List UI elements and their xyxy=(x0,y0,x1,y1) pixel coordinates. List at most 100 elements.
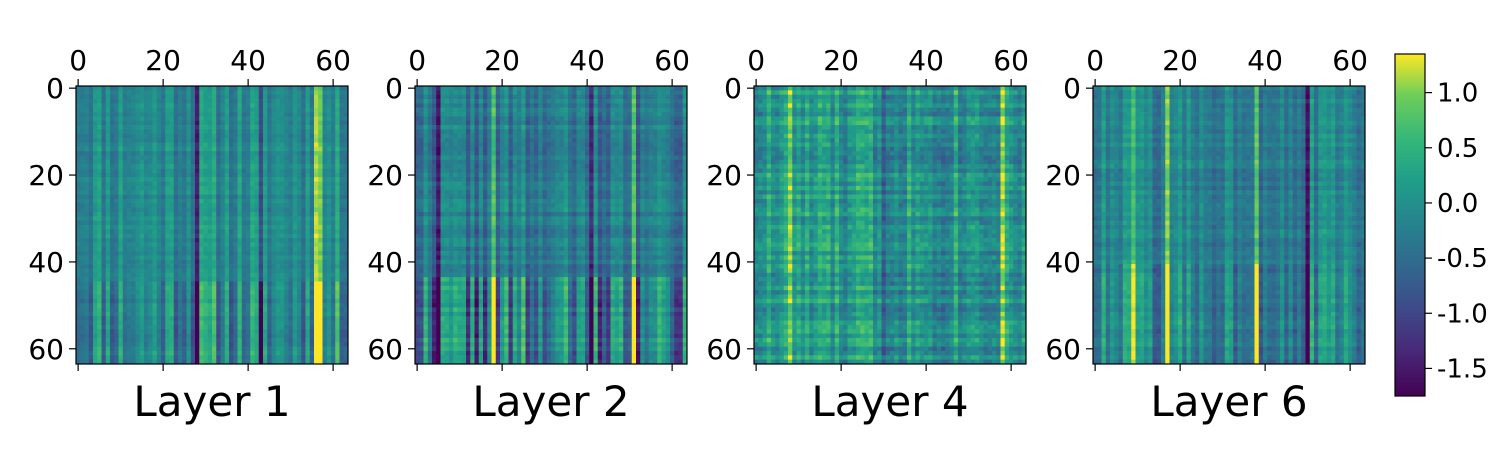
heatmap-cell xyxy=(661,133,667,139)
heatmap-cell xyxy=(280,333,285,339)
heatmap-cell xyxy=(80,190,85,195)
heatmap-cell xyxy=(101,238,107,243)
heatmap-cell xyxy=(284,238,289,243)
heatmap-cell xyxy=(254,86,260,91)
heatmap-cell xyxy=(258,333,264,339)
heatmap-cell xyxy=(216,99,221,104)
heatmap-cell xyxy=(305,342,311,347)
heatmap-cell xyxy=(178,159,183,165)
heatmap-cell xyxy=(331,277,336,282)
heatmap-cell xyxy=(199,138,204,143)
heatmap-cell xyxy=(246,90,251,96)
heatmap-cell xyxy=(250,259,255,265)
heatmap-cell xyxy=(152,225,158,230)
heatmap-cell xyxy=(241,99,247,104)
heatmap-cell xyxy=(93,138,98,143)
heatmap-cell xyxy=(233,324,238,330)
heatmap-cell xyxy=(207,281,213,287)
heatmap-cell xyxy=(80,120,85,126)
heatmap-cell xyxy=(322,320,328,326)
heatmap-cell xyxy=(343,90,349,96)
heatmap-cell xyxy=(178,94,183,100)
heatmap-cell xyxy=(173,307,179,313)
heatmap-cell xyxy=(288,233,294,239)
heatmap-cell xyxy=(144,294,149,300)
heatmap-cell xyxy=(280,307,285,313)
heatmap-cell xyxy=(190,181,196,187)
heatmap-cell xyxy=(292,285,298,291)
heatmap-cell xyxy=(203,281,209,287)
heatmap-cell xyxy=(173,168,179,174)
heatmap-cell xyxy=(551,129,556,135)
heatmap-cell xyxy=(199,233,204,239)
heatmap-cell xyxy=(301,90,306,96)
heatmap-cell xyxy=(284,355,289,360)
heatmap-cell xyxy=(152,298,158,304)
heatmap-cell xyxy=(309,94,315,100)
heatmap-cell xyxy=(224,238,230,243)
heatmap-cell xyxy=(122,94,128,100)
heatmap-cell xyxy=(148,181,153,187)
heatmap-cell xyxy=(449,90,454,96)
heatmap-cell xyxy=(114,203,119,208)
heatmap-cell xyxy=(292,142,298,148)
heatmap-cell xyxy=(258,268,264,274)
heatmap-cell xyxy=(199,337,204,343)
heatmap-cell xyxy=(152,181,158,187)
heatmap-cell xyxy=(271,277,277,282)
heatmap-cell xyxy=(500,86,505,91)
heatmap-cell xyxy=(216,277,221,282)
heatmap-cell xyxy=(237,129,243,135)
heatmap-cell xyxy=(271,203,277,208)
heatmap-cell xyxy=(305,285,311,291)
heatmap-cell xyxy=(203,90,209,96)
heatmap-cell xyxy=(156,103,162,109)
heatmap-cell xyxy=(309,194,315,200)
heatmap-cell xyxy=(470,90,475,96)
heatmap-cell xyxy=(314,320,319,326)
heatmap-cell xyxy=(305,138,311,143)
heatmap-cell xyxy=(258,94,264,100)
heatmap-cell xyxy=(500,142,505,148)
heatmap-cell xyxy=(280,255,285,261)
heatmap-cell xyxy=(84,146,90,152)
heatmap-cell xyxy=(224,194,230,200)
heatmap-cell xyxy=(254,138,260,143)
heatmap-cell xyxy=(161,220,166,226)
heatmap-cell xyxy=(195,151,200,156)
heatmap-cell xyxy=(212,229,217,235)
y-tick-label: 0 xyxy=(46,72,64,105)
heatmap-cell xyxy=(657,107,662,113)
heatmap-cell xyxy=(190,303,196,308)
heatmap-cell xyxy=(224,120,230,126)
heatmap-cell xyxy=(152,142,158,148)
heatmap-cell xyxy=(152,146,158,152)
heatmap-cell xyxy=(284,155,289,161)
heatmap-cell xyxy=(152,355,158,360)
heatmap-cell xyxy=(220,177,226,182)
heatmap-cell xyxy=(457,112,463,117)
heatmap-cell xyxy=(636,107,641,113)
heatmap-cell xyxy=(614,90,620,96)
heatmap-cell xyxy=(173,190,179,195)
heatmap-cell xyxy=(93,285,98,291)
heatmap-cell xyxy=(105,246,111,252)
heatmap-cell xyxy=(190,229,196,235)
heatmap-cell xyxy=(203,220,209,226)
heatmap-cell xyxy=(84,172,90,178)
heatmap-cell xyxy=(314,255,319,261)
heatmap-cell xyxy=(636,90,641,96)
heatmap-cell xyxy=(432,103,437,109)
heatmap-cell xyxy=(156,277,162,282)
heatmap-cell xyxy=(305,198,311,204)
heatmap-cell xyxy=(195,177,200,182)
heatmap-cell xyxy=(105,277,111,282)
heatmap-cell xyxy=(169,216,175,221)
heatmap-cell xyxy=(478,142,484,148)
heatmap-cell xyxy=(263,346,268,352)
heatmap-cell xyxy=(101,316,107,321)
heatmap-cell xyxy=(597,94,603,100)
heatmap-cell xyxy=(280,259,285,265)
heatmap-cell xyxy=(76,203,81,208)
heatmap-cell xyxy=(305,268,311,274)
